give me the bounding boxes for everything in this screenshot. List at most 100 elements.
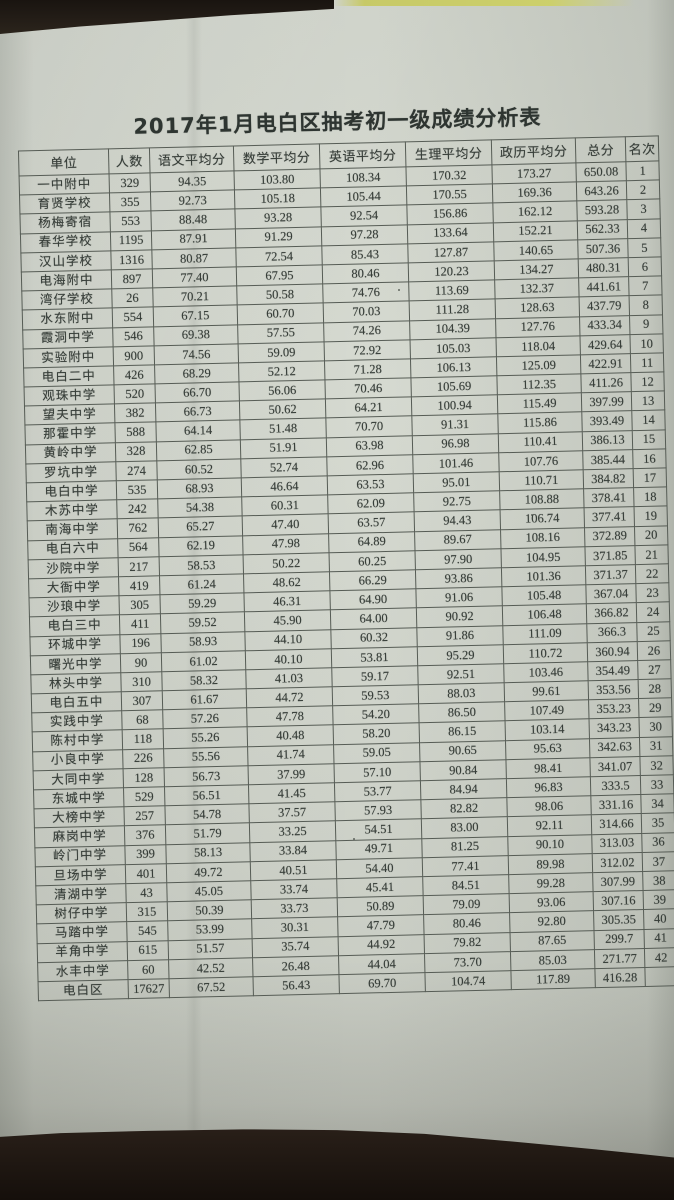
- cell-chinese-avg: 74.56: [154, 343, 239, 365]
- cell-polhist-avg: 108.16: [500, 527, 585, 549]
- cell-biogeo-avg: 79.09: [423, 893, 510, 915]
- cell-chinese-avg: 92.73: [150, 190, 235, 212]
- cell-rank: 38: [642, 870, 674, 891]
- cell-math-avg: 60.31: [241, 495, 329, 517]
- cell-polhist-avg: 128.63: [495, 297, 580, 319]
- cell-unit: 春华学校: [20, 231, 111, 253]
- cell-unit: 曙光中学: [30, 653, 121, 675]
- cell-polhist-avg: 103.46: [503, 661, 589, 683]
- cell-rank: 30: [639, 717, 673, 738]
- cell-unit: 一中附中: [19, 173, 110, 196]
- cell-polhist-avg: 103.14: [505, 719, 590, 741]
- cell-count: 401: [125, 863, 167, 884]
- col-header-english-avg: 英语平均分: [319, 141, 406, 169]
- cell-chinese-avg: 49.72: [166, 861, 251, 883]
- cell-rank: 6: [628, 256, 662, 277]
- cell-count: 545: [126, 921, 169, 942]
- yellow-object-edge: [334, 0, 634, 6]
- cell-polhist-avg: 90.10: [507, 834, 593, 856]
- cell-math-avg: 47.98: [242, 533, 330, 555]
- cell-chinese-avg: 60.52: [156, 458, 242, 480]
- cell-rank: 22: [635, 563, 669, 584]
- cell-english-avg: 63.57: [328, 512, 415, 534]
- cell-chinese-avg: 50.39: [167, 899, 252, 922]
- cell-polhist-avg: 85.03: [510, 949, 595, 971]
- cell-rank: 25: [636, 621, 671, 642]
- cell-chinese-avg: 54.38: [157, 497, 243, 519]
- cell-polhist-avg: 106.74: [500, 508, 585, 530]
- cell-unit: 大衙中学: [28, 576, 119, 599]
- cell-count: 529: [123, 786, 165, 807]
- cell-english-avg: 57.10: [333, 761, 421, 783]
- cell-english-avg: 62.96: [326, 454, 414, 476]
- cell-chinese-avg: 58.13: [165, 842, 251, 864]
- cell-total: 342.63: [589, 737, 640, 758]
- cell-total: 650.08: [575, 161, 627, 183]
- cell-total: 422.91: [580, 353, 631, 374]
- cell-count: 257: [123, 805, 166, 827]
- cell-total: 313.03: [591, 833, 643, 854]
- cell-english-avg: 64.00: [330, 608, 417, 630]
- cell-chinese-avg: 61.24: [159, 573, 244, 595]
- printed-sheet: 2017年1月电白区抽考初一级成绩分析表 单位 人数 语文平均分 数学平均分 英…: [17, 98, 674, 1002]
- cell-chinese-avg: 62.85: [156, 439, 241, 461]
- cell-polhist-avg: 105.48: [501, 584, 587, 607]
- score-table: 单位 人数 语文平均分 数学平均分 英语平均分 生理平均分 政历平均分 总分 名…: [17, 135, 674, 1002]
- cell-chinese-avg: 45.05: [166, 880, 252, 902]
- cell-english-avg: 63.53: [327, 473, 414, 496]
- cell-english-avg: 70.70: [325, 416, 413, 438]
- cell-total: 433.34: [579, 315, 630, 336]
- cell-english-avg: 108.34: [319, 166, 407, 189]
- cell-total: 593.28: [576, 200, 628, 221]
- cell-math-avg: 51.91: [240, 437, 327, 459]
- cell-rank: 37: [642, 851, 674, 872]
- cell-count: 897: [111, 268, 153, 289]
- cell-biogeo-avg: 90.84: [419, 759, 507, 781]
- cell-chinese-avg: 59.52: [160, 612, 245, 634]
- cell-count: 274: [115, 460, 158, 481]
- cell-total: 562.33: [577, 219, 628, 240]
- cell-count: 60: [127, 959, 170, 980]
- cell-english-avg: 71.28: [324, 358, 411, 380]
- cell-count: 310: [120, 671, 163, 692]
- cell-math-avg: 105.18: [234, 188, 321, 210]
- cell-polhist-avg: 98.41: [505, 757, 591, 779]
- col-header-total: 总分: [575, 136, 626, 163]
- cell-unit: 树仔中学: [36, 902, 127, 925]
- cell-math-avg: 52.12: [238, 360, 325, 382]
- cell-chinese-avg: 58.32: [161, 669, 247, 691]
- cell-biogeo-avg: 79.82: [424, 932, 511, 954]
- cell-total: 507.36: [577, 238, 629, 259]
- cell-english-avg: 80.46: [322, 262, 409, 285]
- cell-rank: 4: [627, 218, 661, 239]
- cell-math-avg: 33.74: [250, 878, 338, 900]
- cell-count: 196: [119, 633, 162, 654]
- cell-rank: 26: [637, 640, 671, 661]
- cell-polhist-avg: 92.80: [509, 910, 594, 933]
- cell-biogeo-avg: 84.94: [420, 778, 507, 800]
- cell-biogeo-avg: 83.00: [421, 817, 508, 839]
- cell-rank: 13: [631, 391, 665, 412]
- cell-math-avg: 47.78: [246, 706, 334, 728]
- cell-unit: 实践中学: [31, 710, 123, 733]
- cell-polhist-avg: 117.89: [510, 968, 596, 990]
- cell-math-avg: 50.58: [236, 284, 324, 306]
- cell-biogeo-avg: 92.75: [413, 490, 501, 513]
- paper-speck: [398, 289, 400, 291]
- cell-math-avg: 41.74: [247, 744, 334, 766]
- cell-rank: 8: [629, 295, 663, 316]
- cell-english-avg: 85.43: [321, 243, 409, 265]
- cell-chinese-avg: 88.48: [150, 209, 236, 231]
- cell-biogeo-avg: 81.25: [421, 836, 509, 858]
- cell-biogeo-avg: 170.32: [405, 164, 493, 187]
- cell-rank: 32: [639, 755, 674, 776]
- cell-count: 242: [116, 499, 159, 520]
- cell-biogeo-avg: 73.70: [424, 951, 511, 973]
- cell-unit: 木苏中学: [26, 499, 118, 522]
- cell-biogeo-avg: 95.29: [417, 644, 504, 666]
- cell-chinese-avg: 64.14: [155, 420, 241, 442]
- cell-total: 305.35: [593, 909, 644, 931]
- cell-math-avg: 30.31: [251, 917, 339, 939]
- cell-unit: 林头中学: [30, 672, 122, 694]
- cell-biogeo-avg: 96.98: [412, 433, 499, 455]
